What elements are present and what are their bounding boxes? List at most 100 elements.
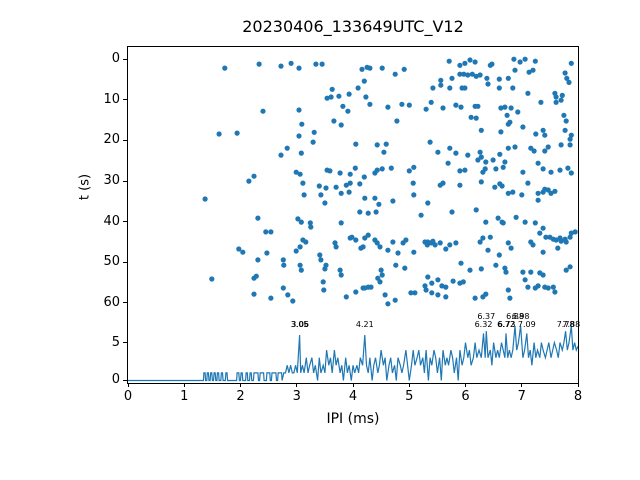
scatter-plot	[202, 56, 578, 307]
ipi-line-plot	[128, 325, 578, 382]
scatter-point	[318, 257, 324, 263]
scatter-point	[321, 287, 327, 293]
peak-annotation: 6.32	[474, 319, 493, 329]
scatter-point	[461, 71, 467, 77]
scatter-point	[336, 93, 342, 99]
scatter-point	[540, 272, 546, 278]
scatter-point	[423, 287, 429, 293]
peak-annotation: 3.05	[290, 319, 309, 329]
scatter-point	[343, 182, 349, 188]
scatter-point	[268, 295, 274, 301]
scatter-point	[255, 215, 261, 221]
scatter-point	[496, 252, 502, 258]
scatter-point	[540, 127, 546, 133]
scatter-point	[401, 66, 407, 72]
scatter-point	[492, 184, 498, 190]
scatter-point	[377, 279, 383, 285]
scatter-point	[281, 262, 287, 268]
scatter-point	[337, 170, 343, 176]
scatter-point	[558, 238, 564, 244]
scatter-point	[477, 239, 483, 245]
scatter-point	[337, 267, 343, 273]
scatter-point	[280, 285, 286, 291]
scatter-point	[525, 90, 531, 96]
xtick-mark	[183, 383, 185, 387]
scatter-point	[376, 201, 382, 207]
scatter-point	[450, 278, 456, 284]
scatter-point	[519, 192, 525, 198]
scatter-point	[377, 244, 383, 250]
scatter-point	[567, 234, 573, 240]
scatter-point	[316, 183, 322, 189]
xtick-mark	[296, 383, 298, 387]
scatter-point	[412, 290, 418, 296]
scatter-point	[483, 159, 489, 165]
scatter-point	[293, 169, 299, 175]
scatter-point	[423, 106, 429, 112]
peak-annotation: 6.37	[477, 312, 496, 322]
scatter-point	[552, 289, 558, 295]
peak-annotation: 6.73	[497, 319, 516, 329]
scatter-point	[300, 180, 306, 186]
scatter-point	[355, 85, 361, 91]
scatter-point	[493, 166, 499, 172]
scatter-point	[408, 290, 414, 296]
scatter-point	[440, 105, 446, 111]
line-axes: 3.05 3.06 4.21 6.32 6.37 6.72 6.73 6.88 6.98 7.09…	[127, 312, 580, 384]
scatter-point	[338, 122, 344, 128]
scatter-point	[367, 65, 373, 71]
peak-annotation: 4.21	[355, 319, 374, 329]
scatter-point	[435, 149, 441, 155]
xtick-mark	[127, 383, 129, 387]
scatter-point	[475, 157, 481, 163]
scatter-point	[564, 75, 570, 81]
scatter-point	[317, 252, 323, 258]
scatter-point	[324, 95, 330, 101]
peak-annotation: 6.88	[506, 312, 524, 322]
scatter-point	[318, 192, 324, 198]
scatter-point	[345, 108, 351, 114]
scatter-point	[567, 136, 573, 142]
ipi-line	[128, 325, 578, 382]
scatter-point	[329, 86, 335, 92]
scatter-point	[477, 72, 483, 78]
scatter-point	[390, 239, 396, 245]
ytick-mark	[123, 261, 127, 263]
xtick-mark	[352, 383, 354, 387]
scatter-point	[435, 277, 441, 283]
scatter-point	[374, 240, 380, 246]
scatter-point	[209, 276, 215, 282]
scatter-point	[303, 239, 309, 245]
scatter-point	[411, 192, 417, 198]
scatter-point	[457, 168, 463, 174]
scatter-point	[406, 168, 412, 174]
ytick-label: 60	[103, 294, 120, 310]
scatter-point	[307, 220, 313, 226]
scatter-point	[392, 71, 398, 77]
scatter-point	[440, 180, 446, 186]
scatter-point	[240, 249, 246, 255]
scatter-point	[530, 242, 536, 248]
scatter-point	[542, 148, 548, 154]
scatter-point	[445, 160, 451, 166]
scatter-point	[333, 244, 339, 250]
scatter-point	[296, 65, 302, 71]
ytick-mark	[123, 342, 127, 344]
scatter-point	[299, 121, 305, 127]
scatter-point	[298, 150, 304, 156]
scatter-point	[502, 265, 508, 271]
scatter-point	[285, 292, 291, 298]
scatter-point	[438, 77, 444, 83]
scatter-point	[284, 145, 290, 151]
scatter-point	[320, 279, 326, 285]
scatter-point	[385, 247, 391, 253]
scatter-point	[540, 249, 546, 255]
scatter-point	[357, 209, 363, 215]
scatter-point	[553, 237, 559, 243]
scatter-point	[505, 121, 511, 127]
scatter-point	[298, 267, 304, 273]
scatter-point	[427, 139, 433, 145]
scatter-point	[520, 269, 526, 275]
xtick-mark	[465, 383, 466, 387]
scatter-point	[504, 112, 510, 118]
